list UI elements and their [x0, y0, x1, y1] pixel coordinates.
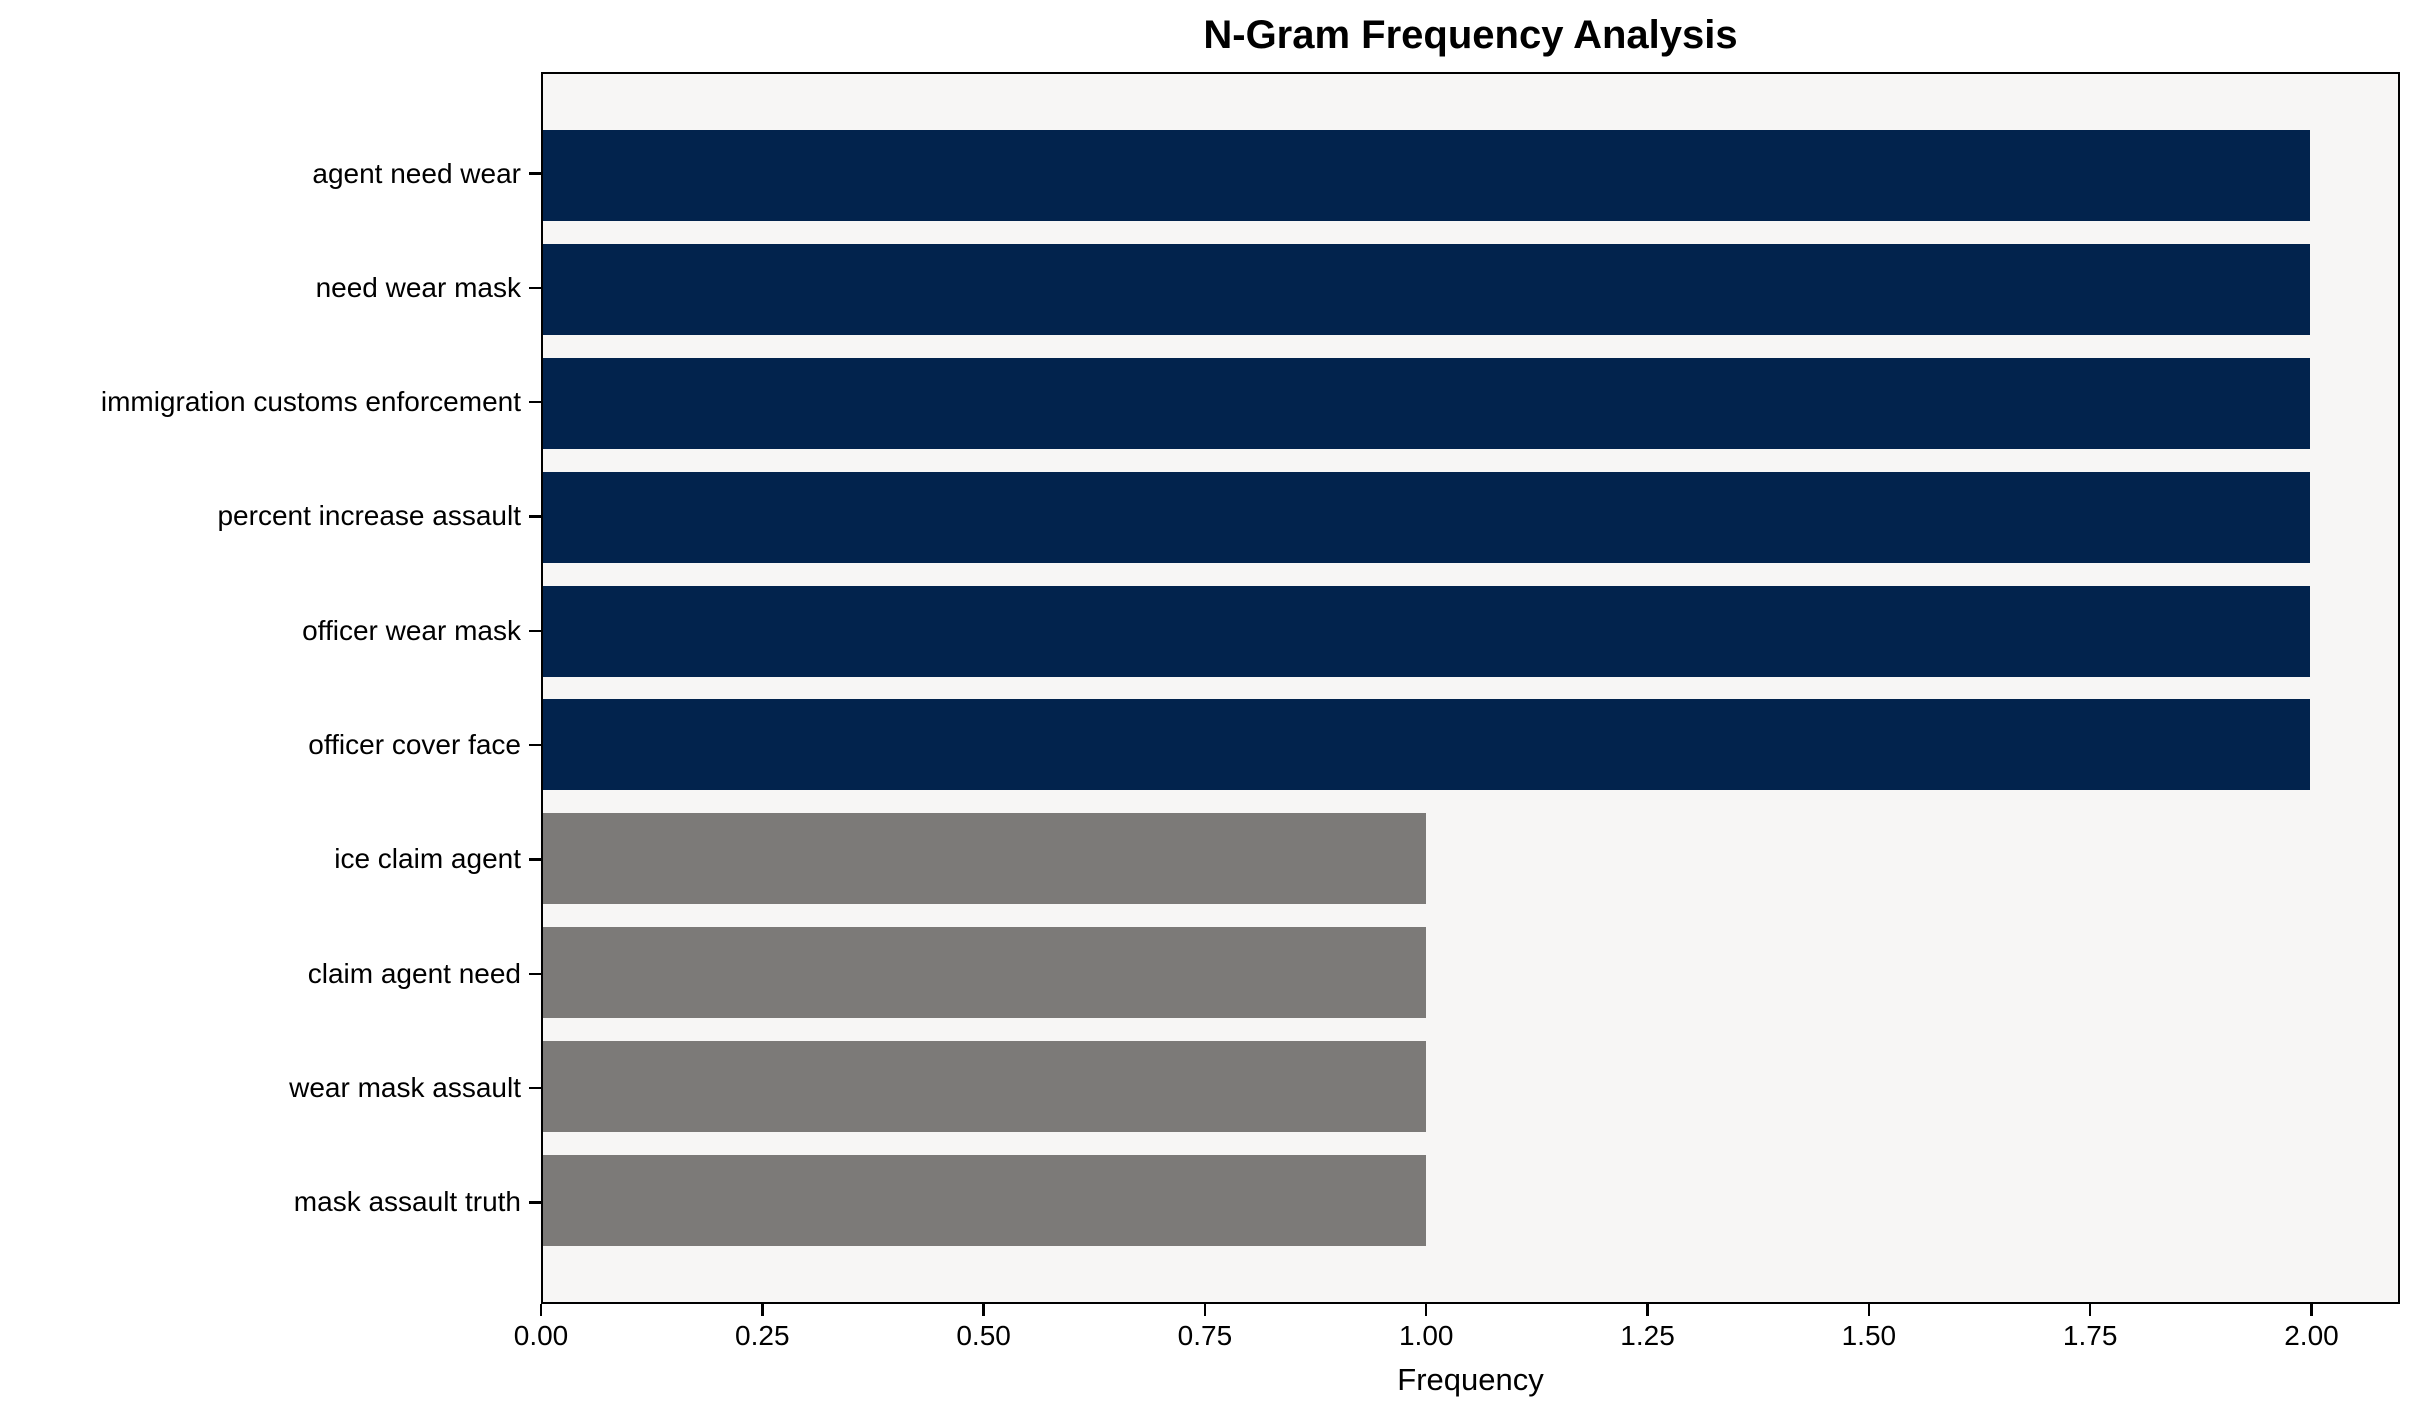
y-tick-label-immigration-customs-enforcement: immigration customs enforcement	[100, 386, 521, 418]
bar-claim-agent-need	[543, 927, 1427, 1019]
bar-row	[543, 471, 2398, 563]
y-axis-row: claim agent need	[0, 928, 541, 1019]
bar-row	[543, 243, 2398, 335]
y-tick-label-claim-agent-need: claim agent need	[307, 957, 521, 989]
y-axis-row: officer cover face	[0, 700, 541, 791]
x-tick-mark	[1424, 1304, 1428, 1316]
y-axis-row: immigration customs enforcement	[0, 357, 541, 448]
x-tick-label: 1.00	[1398, 1320, 1454, 1351]
x-axis-title: Frequency	[1397, 1362, 1544, 1397]
y-tick-mark	[529, 1086, 541, 1090]
x-tick-mark	[539, 1304, 543, 1316]
y-axis-row: mask assault truth	[0, 1157, 541, 1248]
x-tick-mark	[2310, 1304, 2313, 1316]
chart-title: N-Gram Frequency Analysis	[1203, 13, 1738, 57]
x-tick-label: 1.25	[1620, 1320, 1675, 1351]
bar-row	[543, 130, 2398, 221]
y-tick-mark	[529, 972, 541, 976]
bar-row	[543, 585, 2398, 677]
y-tick-label-wear-mask-assault: wear mask assault	[289, 1072, 521, 1104]
bar-mask-assault-truth	[543, 1154, 1427, 1246]
bar-officer-cover-face	[543, 699, 2310, 791]
y-tick-mark	[529, 515, 541, 518]
bar-row	[543, 699, 2398, 791]
y-axis-row: percent increase assault	[0, 471, 541, 562]
x-tick-mark	[1867, 1304, 1871, 1316]
y-tick-label-need-wear-mask: need wear mask	[315, 271, 521, 303]
y-tick-mark	[529, 858, 541, 861]
y-axis-row: agent need wear	[0, 128, 541, 219]
bar-percent-increase-assault	[543, 471, 2310, 563]
y-axis-row: need wear mask	[0, 242, 541, 333]
x-tick-mark	[1646, 1304, 1649, 1316]
bar-row	[543, 1041, 2398, 1132]
bar-need-wear-mask	[543, 243, 2310, 335]
x-axis: 0.00 0.25 0.50 0.75 1.00 1.25 1.50 1.75 2.00	[514, 1304, 2400, 1364]
bar-row	[543, 813, 2398, 905]
y-tick-label-ice-claim-agent: ice claim agent	[334, 843, 521, 875]
y-tick-label-percent-increase-assault: percent increase assault	[217, 500, 521, 532]
x-tick-label: 1.50	[1841, 1320, 1897, 1351]
y-axis-row: wear mask assault	[0, 1043, 541, 1134]
y-axis-row: officer wear mask	[0, 585, 541, 676]
y-axis: agent need wear need wear mask immigration…	[0, 72, 541, 1304]
y-tick-mark	[529, 743, 541, 747]
bar-row	[543, 357, 2398, 449]
bar-row	[543, 1154, 2398, 1246]
x-tick-mark	[761, 1304, 764, 1316]
y-tick-mark	[529, 1201, 541, 1204]
bar-agent-need-wear	[543, 130, 2310, 221]
bars-container	[543, 74, 2398, 1302]
y-tick-label-officer-cover-face: officer cover face	[308, 729, 521, 761]
y-tick-mark	[529, 172, 541, 175]
bar-wear-mask-assault	[543, 1041, 1427, 1132]
y-tick-mark	[529, 629, 541, 633]
bar-row	[543, 927, 2398, 1019]
x-tick-mark	[1203, 1304, 1207, 1316]
bar-officer-wear-mask	[543, 585, 2310, 677]
x-tick-mark	[982, 1304, 985, 1316]
plot-area	[541, 72, 2400, 1304]
y-tick-label-agent-need-wear: agent need wear	[312, 157, 521, 189]
x-tick-label: 0.50	[956, 1320, 1011, 1351]
y-axis-row: ice claim agent	[0, 814, 541, 905]
x-tick-label: 2.00	[2284, 1320, 2339, 1351]
x-tick-label: 0.75	[1177, 1320, 1233, 1351]
bar-ice-claim-agent	[543, 813, 1427, 905]
y-tick-label-officer-wear-mask: officer wear mask	[302, 614, 521, 646]
y-tick-mark	[529, 400, 541, 404]
bar-immigration-customs-enforcement	[543, 357, 2310, 449]
x-tick-label: 1.75	[2062, 1320, 2118, 1351]
y-tick-mark	[529, 286, 541, 290]
x-tick-mark	[2088, 1304, 2092, 1316]
x-tick-label: 0.25	[735, 1320, 790, 1351]
x-tick-label: 0.00	[513, 1320, 569, 1351]
y-tick-label-mask-assault-truth: mask assault truth	[293, 1186, 521, 1218]
